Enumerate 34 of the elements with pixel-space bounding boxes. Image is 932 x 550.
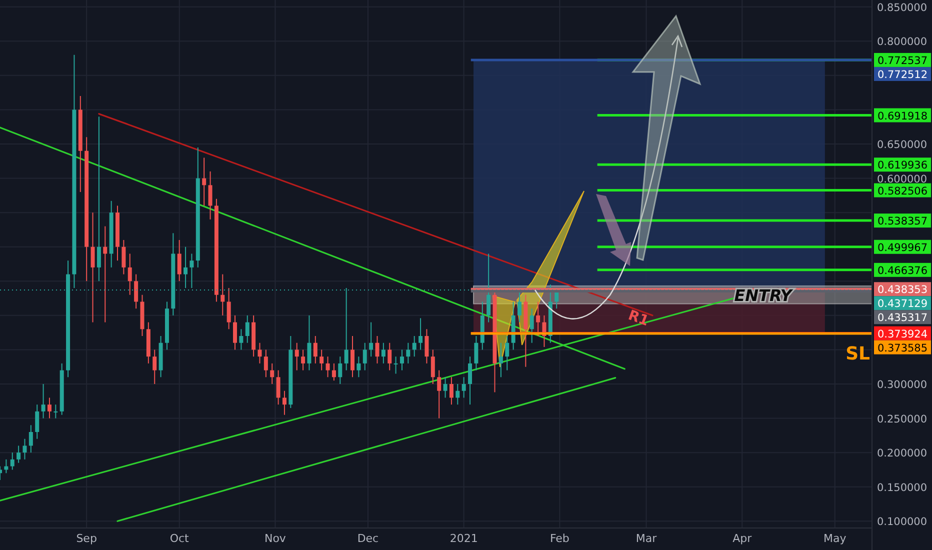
ref-line-label: 0.582506 [877, 185, 928, 198]
x-tick-label: May [824, 532, 847, 545]
x-tick-label: 2021 [450, 532, 478, 545]
y-tick-label: 0.200000 [876, 448, 928, 460]
ref-line-label: 0.373585 [877, 342, 928, 354]
y-tick-label: 0.800000 [876, 36, 928, 48]
x-tick-label: Mar [636, 532, 658, 545]
ref-line-label: 0.691918 [877, 110, 928, 122]
ref-line-label: 0.772512 [877, 68, 928, 81]
x-tick-label: Sep [76, 532, 97, 545]
ref-line-label: 0.619936 [877, 160, 928, 172]
y-tick-label: 0.600000 [876, 173, 928, 186]
ref-line-label: 0.499967 [877, 242, 928, 254]
band-label: ENTRY [734, 286, 794, 305]
y-tick-label: 0.100000 [876, 516, 928, 528]
x-tick-label: Apr [732, 532, 752, 545]
x-tick-label: Dec [357, 532, 379, 545]
ref-line-label: 0.438353 [877, 284, 928, 296]
ref-line-label: 0.437129 [877, 298, 928, 310]
ref-line-label: 0.772537 [877, 54, 928, 67]
ref-line-label: 0.373924 [877, 328, 928, 340]
y-tick-label: 0.650000 [876, 139, 928, 151]
ref-line-label: 0.538357 [877, 216, 928, 228]
y-tick-label: 0.300000 [876, 379, 928, 391]
x-tick-label: Nov [264, 532, 286, 545]
y-tick-label: 0.150000 [876, 482, 928, 494]
x-tick-label: Oct [170, 532, 190, 545]
y-tick-label: 0.850000 [876, 2, 928, 14]
annotation: SL [846, 344, 870, 365]
annotation: R1 [626, 308, 651, 330]
y-tick-label: 0.250000 [876, 413, 928, 426]
ref-line-label: 0.435317 [877, 312, 928, 324]
x-tick-label: Feb [550, 532, 570, 545]
ref-line-label: 0.466376 [877, 264, 928, 277]
